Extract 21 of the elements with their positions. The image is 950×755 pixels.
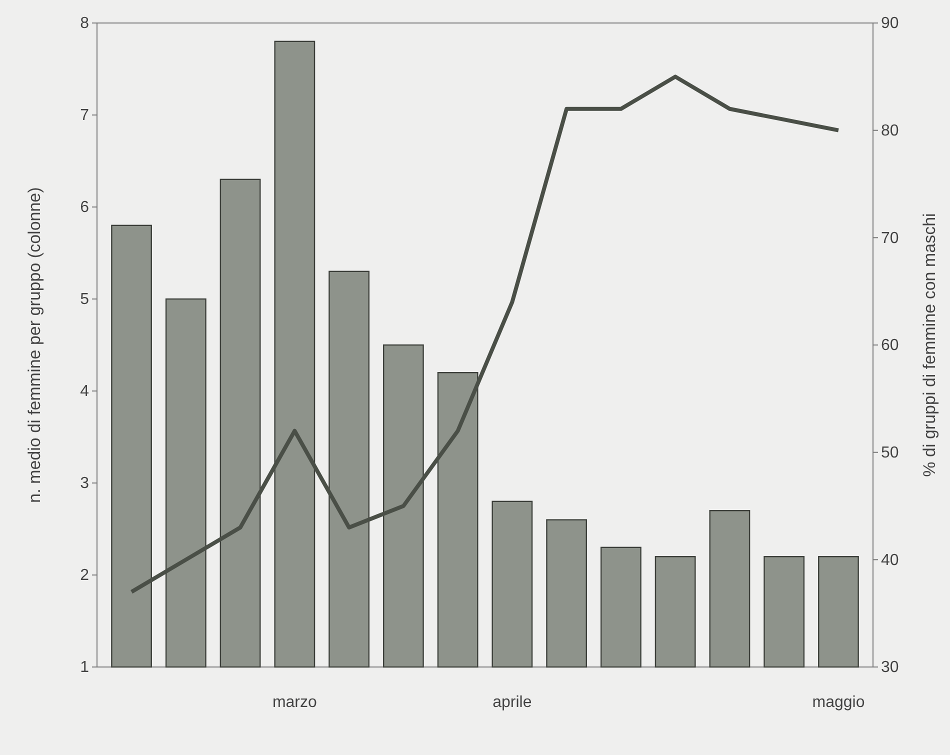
x-tick-label: marzo (272, 694, 317, 711)
y2-axis-title: % di gruppi di femmine con maschi (920, 213, 939, 477)
y-tick-label: 5 (80, 291, 90, 308)
y2-tick-label: 30 (881, 659, 899, 676)
y2-tick-label: 40 (881, 552, 899, 569)
y2-tick-label: 90 (881, 15, 899, 32)
y-tick-label: 3 (80, 475, 90, 492)
y-tick-label: 8 (80, 15, 90, 32)
y-tick-label: 2 (80, 567, 90, 584)
y-tick-label: 6 (80, 199, 90, 216)
y-tick-label: 7 (80, 107, 90, 124)
y2-tick-label: 60 (881, 337, 899, 354)
x-tick-label: maggio (812, 694, 865, 711)
y-tick-label: 4 (80, 383, 90, 400)
y2-tick-label: 70 (881, 230, 899, 247)
y-tick-label: 1 (80, 659, 90, 676)
y2-tick-label: 80 (881, 122, 899, 140)
y2-tick-label: 50 (881, 444, 899, 462)
x-tick-label: aprile (492, 694, 532, 711)
line-series (130, 74, 840, 594)
y-axis-title: n. medio di femmine per gruppo (colonne) (25, 187, 44, 503)
